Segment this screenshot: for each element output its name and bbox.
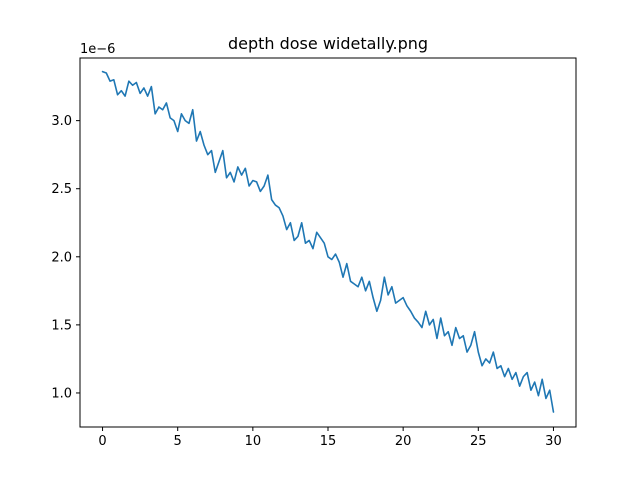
y-tick-label: 3.0 [51, 114, 72, 129]
y-tick-label: 1.5 [51, 318, 72, 333]
x-tick-label: 5 [174, 434, 182, 449]
y-tick-label: 1.0 [51, 386, 72, 401]
x-tick-label: 20 [395, 434, 412, 449]
x-tick-label: 10 [245, 434, 262, 449]
y-tick-label: 2.5 [51, 182, 72, 197]
x-tick-label: 25 [470, 434, 487, 449]
series-layer [101, 70, 555, 413]
chart-title: depth dose widetally.png [228, 34, 428, 53]
series-line [101, 70, 555, 413]
x-tick-label: 30 [545, 434, 562, 449]
x-tick-label: 0 [98, 434, 106, 449]
y-tick-label: 2.0 [51, 250, 72, 265]
axes-frame [79, 57, 577, 428]
x-axis-ticks: 0 5 10 15 20 25 30 [98, 427, 562, 449]
y-axis-ticks: 1.0 1.5 2.0 2.5 3.0 [51, 114, 80, 401]
y-offset-label: 1e−6 [80, 42, 115, 57]
x-tick-label: 15 [320, 434, 337, 449]
